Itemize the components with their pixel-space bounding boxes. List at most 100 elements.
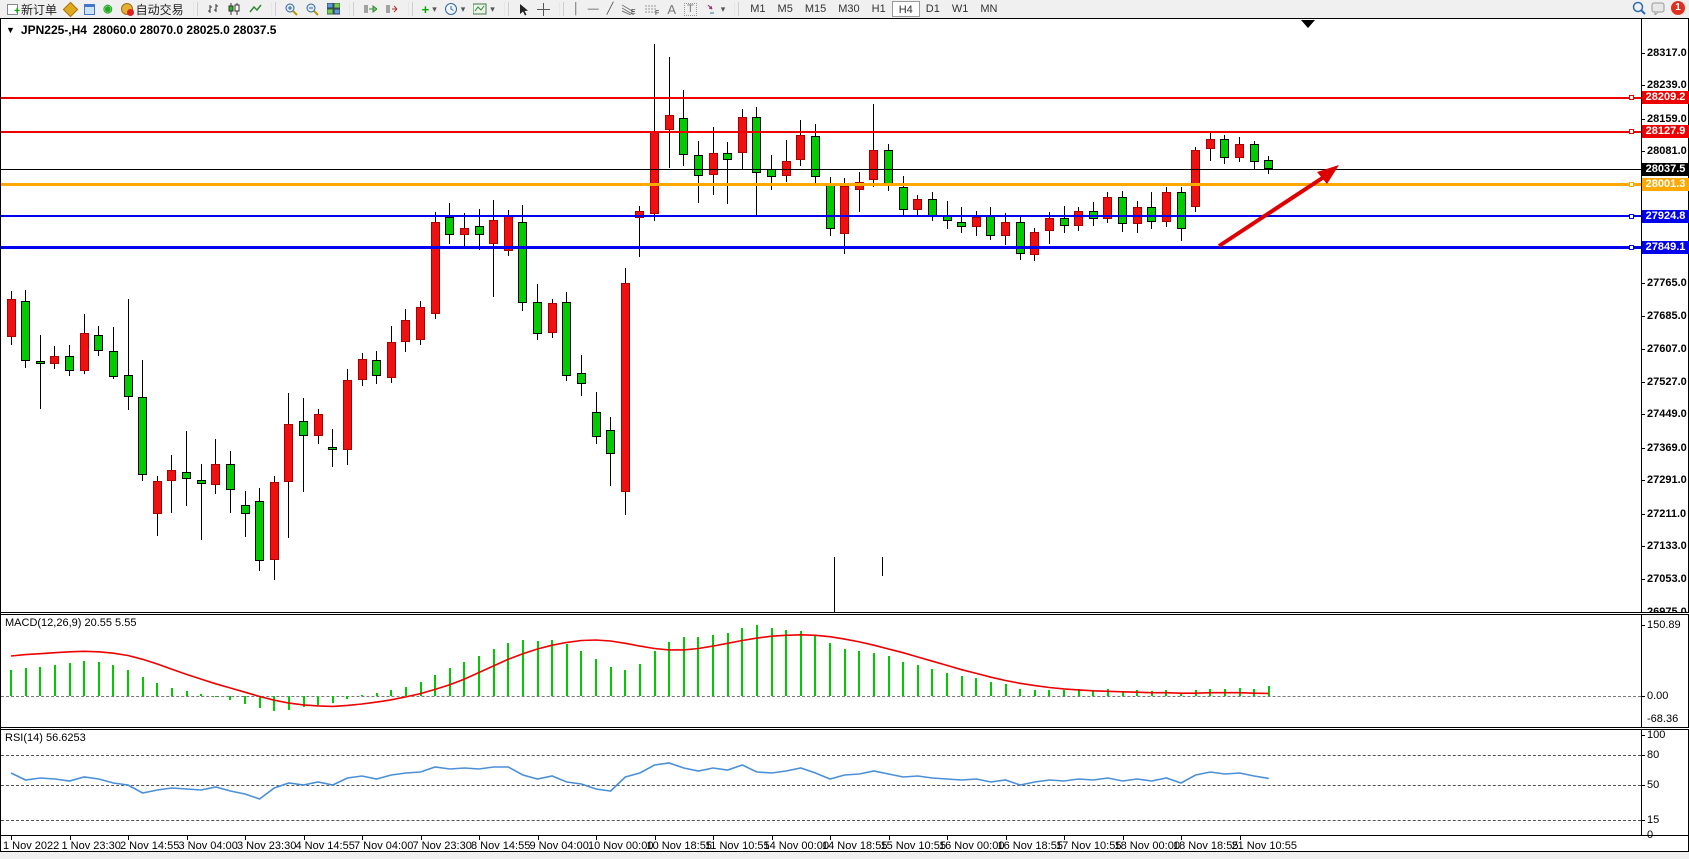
new-order-icon: + xyxy=(7,3,20,16)
zoom-out-button[interactable] xyxy=(302,1,323,17)
candle-body xyxy=(1059,218,1069,226)
price-line-badge: 28209.2 xyxy=(1642,91,1689,105)
candle-body xyxy=(401,320,411,343)
crosshair-tool-button[interactable] xyxy=(533,1,554,17)
candle-body xyxy=(35,360,45,364)
chat-bubble-icon[interactable] xyxy=(1651,1,1666,15)
timeframe-button-M1[interactable]: M1 xyxy=(750,3,766,15)
market-watch-icon[interactable] xyxy=(61,1,80,17)
timeframe-button-D1[interactable]: D1 xyxy=(925,3,940,15)
timeframe-button-H4[interactable]: H4 xyxy=(891,1,920,17)
macd-histogram-bar xyxy=(200,694,203,696)
new-order-button[interactable]: + 新订单 xyxy=(3,1,61,17)
time-label: 21 Nov 10:55 xyxy=(1231,840,1297,852)
horizontal-line-object[interactable] xyxy=(1,96,1641,99)
arrows-tool[interactable]: ▾ xyxy=(701,1,730,17)
autotrading-button[interactable]: 自动交易 xyxy=(117,1,188,17)
timeframe-button-M30[interactable]: M30 xyxy=(838,3,860,15)
vertical-line-object[interactable] xyxy=(834,557,835,613)
macd-histogram-bar xyxy=(1121,690,1124,696)
candlestick-chart-button[interactable] xyxy=(224,1,245,17)
time-tick xyxy=(830,836,831,840)
timeframe-button-M15[interactable]: M15 xyxy=(804,3,827,15)
macd-histogram-bar xyxy=(580,651,583,696)
timeframe-button-H1[interactable]: H1 xyxy=(871,3,886,15)
horizontal-line-object[interactable] xyxy=(1,215,1641,218)
macd-axis-label: 0.00 xyxy=(1647,690,1669,702)
line-anchor-handle[interactable] xyxy=(1629,213,1634,219)
time-label: 14 Nov 00:00 xyxy=(763,840,829,852)
panel-divider[interactable] xyxy=(1,612,1689,615)
candle-body xyxy=(1249,144,1259,162)
timeframe-button-MN[interactable]: MN xyxy=(980,3,998,15)
vertical-line-tool[interactable]: │ xyxy=(569,1,584,17)
candle-body xyxy=(840,185,850,234)
add-indicator-icon: + xyxy=(421,1,430,17)
chart-shift-button[interactable] xyxy=(381,1,403,17)
price-line-badge: 27924.8 xyxy=(1642,209,1689,223)
candle-body xyxy=(1161,191,1171,222)
candle-body xyxy=(533,301,542,334)
data-window-button[interactable] xyxy=(80,1,99,17)
trend-arrow-object[interactable] xyxy=(1,19,1641,613)
chart-window[interactable]: ▼ JPN225-,H4 28060.0 28070.0 28025.0 280… xyxy=(0,18,1689,852)
candle-body xyxy=(869,149,879,180)
candle-body xyxy=(737,117,747,154)
auto-scroll-button[interactable] xyxy=(359,1,381,17)
timeframe-button-M5[interactable]: M5 xyxy=(777,3,793,15)
candle-body xyxy=(328,447,338,451)
label-tool[interactable]: T xyxy=(680,1,701,17)
zoom-in-button[interactable] xyxy=(281,1,302,17)
macd-histogram-bar xyxy=(931,668,934,696)
dropdown-caret: ▾ xyxy=(720,3,726,14)
collapse-arrow-icon[interactable]: ▼ xyxy=(6,25,15,35)
templates-button[interactable]: ▾ xyxy=(469,1,499,17)
line-chart-button[interactable] xyxy=(245,1,266,17)
rsi-axis-tick xyxy=(1641,820,1645,821)
candle-body xyxy=(913,199,923,210)
cursor-tool-button[interactable] xyxy=(514,1,533,17)
indicators-button[interactable]: + ▾ xyxy=(418,1,441,17)
macd-histogram-bar xyxy=(244,696,246,704)
horizontal-line-object[interactable] xyxy=(1,168,1641,170)
time-tick xyxy=(1005,836,1007,840)
timeframe-button-W1[interactable]: W1 xyxy=(951,3,969,15)
vertical-line-object[interactable] xyxy=(882,557,883,576)
chart-shift-marker[interactable] xyxy=(1301,20,1315,28)
time-tick xyxy=(537,836,539,840)
channel-tool[interactable]: F xyxy=(640,1,663,17)
panel-divider[interactable] xyxy=(1,727,1689,730)
macd-histogram-bar xyxy=(1180,693,1182,696)
macd-histogram-bar xyxy=(916,665,919,696)
fibonacci-icon: E xyxy=(622,4,636,15)
trendline-tool[interactable]: ╱ xyxy=(603,1,618,17)
bar-chart-button[interactable] xyxy=(203,1,224,17)
horizontal-line-object[interactable] xyxy=(1,246,1641,250)
candle-body xyxy=(723,152,733,160)
tile-windows-button[interactable] xyxy=(323,1,344,17)
broadcast-button[interactable]: ◉ xyxy=(99,1,117,17)
rsi-level-line xyxy=(1,820,1641,821)
fibonacci-tool[interactable]: E xyxy=(617,1,640,17)
toolbar-separator xyxy=(270,2,276,16)
line-anchor-handle[interactable] xyxy=(1629,181,1634,187)
line-anchor-handle[interactable] xyxy=(1629,245,1634,251)
macd-histogram-bar xyxy=(258,696,261,709)
macd-histogram-bar xyxy=(404,686,407,696)
candle-wick xyxy=(244,491,246,537)
text-tool[interactable]: A xyxy=(663,1,680,17)
horizontal-line-tool[interactable]: — xyxy=(584,1,603,17)
macd-histogram-bar xyxy=(317,696,320,705)
notification-badge[interactable]: 1 xyxy=(1671,1,1685,15)
time-label: 9 Nov 04:00 xyxy=(529,840,589,852)
horizontal-line-object[interactable] xyxy=(1,182,1641,186)
line-anchor-handle[interactable] xyxy=(1629,95,1634,101)
candle-body xyxy=(225,463,235,490)
candle-body xyxy=(65,356,74,372)
candle-body xyxy=(313,413,323,437)
line-anchor-handle[interactable] xyxy=(1629,129,1634,135)
horizontal-line-object[interactable] xyxy=(1,130,1641,133)
time-label: 1 Nov 2022 xyxy=(3,840,60,852)
search-icon[interactable] xyxy=(1632,1,1646,15)
periods-button[interactable]: ▾ xyxy=(441,1,470,17)
